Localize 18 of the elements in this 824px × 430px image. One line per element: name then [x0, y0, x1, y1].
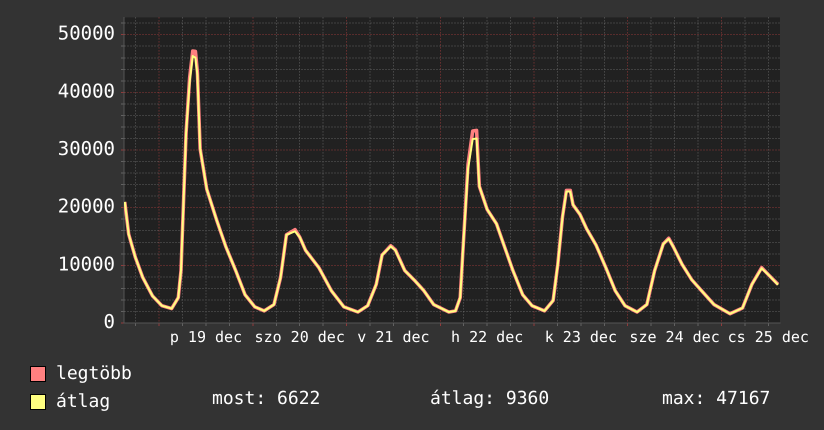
y-tick-label: 50000 [58, 22, 115, 45]
legend-label: átlag [56, 390, 110, 414]
legend-label: legtöbb [56, 362, 132, 386]
x-tick-label: sze 24 dec [629, 328, 720, 346]
x-tick-label: p 19 dec [170, 328, 242, 346]
text: átlag: 9360 [430, 388, 550, 409]
x-tick-label: v 21 dec [357, 328, 430, 346]
x-tick-label: h 22 dec [451, 328, 524, 346]
text: most: 6622 [212, 388, 320, 409]
x-tick-label: szo 20 dec [254, 328, 345, 346]
y-tick-label: 0 [104, 310, 115, 333]
x-tick-label: cs 25 dec [728, 328, 809, 346]
y-tick-label: 20000 [58, 196, 115, 218]
y-tick-label: 10000 [58, 253, 115, 276]
text: max: 47167 [662, 388, 770, 409]
x-tick-label: k 23 dec [544, 328, 617, 346]
y-tick-label: 30000 [58, 138, 115, 160]
y-tick-label: 40000 [58, 80, 115, 102]
